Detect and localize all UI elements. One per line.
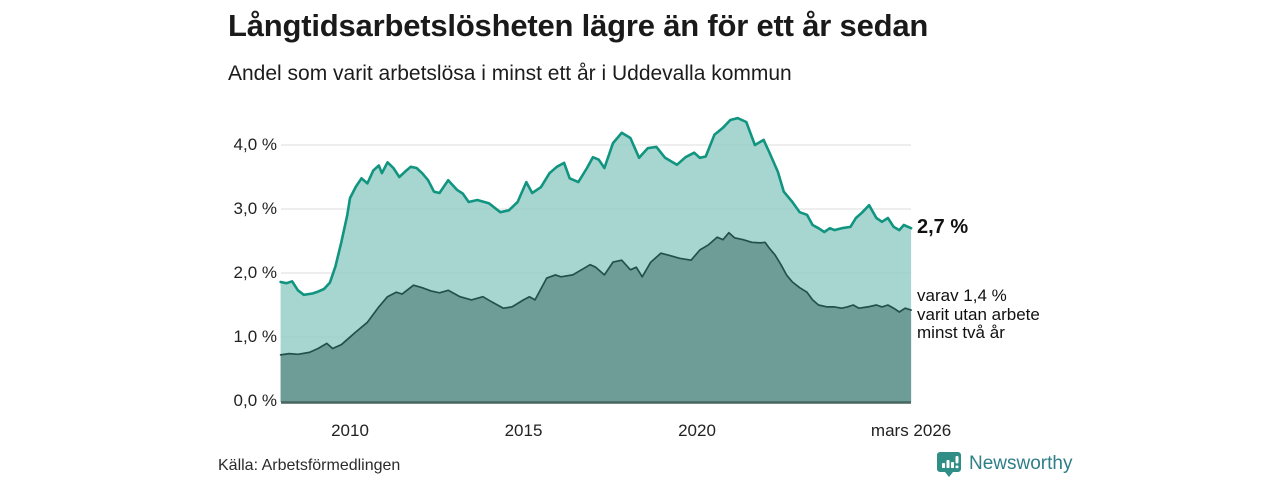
newsworthy-icon xyxy=(937,451,961,477)
chart-subtitle: Andel som varit arbetslösa i minst ett å… xyxy=(228,62,792,85)
y-tick-label: 4,0 % xyxy=(233,135,277,154)
y-tick-label: 3,0 % xyxy=(233,199,277,218)
x-tick-label: 2020 xyxy=(678,421,716,440)
y-tick-label: 2,0 % xyxy=(233,263,277,282)
newsworthy-wordmark: Newsworthy xyxy=(969,453,1073,474)
page-title: Långtidsarbetslösheten lägre än för ett … xyxy=(228,8,929,43)
y-tick-label: 0,0 % xyxy=(233,391,277,410)
end-value-label-total: 2,7 % xyxy=(917,216,969,238)
end-value-label-two-years: varav 1,4 % varit utan arbete minst två … xyxy=(917,286,1040,342)
newsworthy-logo[interactable]: Newsworthy xyxy=(936,450,1072,478)
x-tick-label: 2015 xyxy=(504,421,543,440)
x-tick-label: 2010 xyxy=(331,421,369,440)
y-tick-label: 1,0 % xyxy=(233,327,277,346)
source-label: Källa: Arbetsförmedlingen xyxy=(218,457,401,474)
x-tick-label: mars 2026 xyxy=(870,421,952,440)
